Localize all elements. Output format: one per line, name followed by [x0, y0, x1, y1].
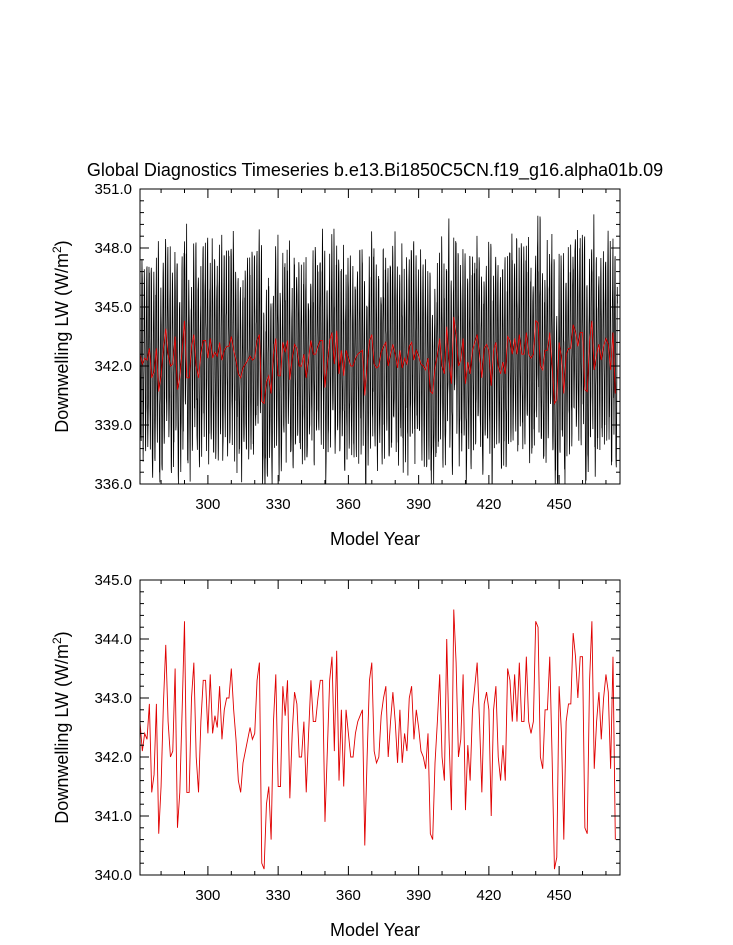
bottom-y-axis-label: Downwelling LW (W/m2)	[50, 631, 72, 823]
y-tick-label: 345.0	[94, 299, 132, 316]
top-plot-frame	[139, 188, 621, 485]
y-tick-label: 340.0	[94, 867, 132, 884]
x-tick-label: 300	[195, 496, 220, 513]
y-tick-label: 342.0	[94, 358, 132, 375]
top-y-axis-label: Downwelling LW (W/m2)	[50, 240, 72, 432]
y-tick-label: 345.0	[94, 572, 132, 589]
x-tick-label: 420	[476, 496, 501, 513]
x-tick-label: 360	[336, 496, 361, 513]
top-x-axis-label: Model Year	[330, 529, 420, 549]
top-panel-series	[140, 214, 618, 484]
y-tick-label: 341.0	[94, 808, 132, 825]
y-tick-label: 339.0	[94, 417, 132, 434]
monthly-series-line	[140, 214, 618, 484]
bottom-panel: 300 330 360 390 420 450 340.0 341.0 342.0 343.0 34…	[50, 572, 621, 940]
x-tick-label: 390	[406, 887, 431, 904]
x-tick-label: 450	[547, 887, 572, 904]
x-tick-label: 330	[266, 496, 291, 513]
top-y-label-main: Downwelling LW (W/m	[52, 253, 72, 433]
bottom-y-label-end: )	[52, 631, 72, 637]
x-tick-label: 360	[336, 887, 361, 904]
bottom-plot-frame	[139, 579, 621, 876]
y-tick-label: 351.0	[94, 181, 132, 198]
top-panel-ticks: 300 330 360 390 420 450 336.0 339.0 342.0 345.0 34…	[94, 181, 620, 513]
annual-series-line	[140, 609, 616, 870]
x-tick-label: 450	[547, 496, 572, 513]
y-tick-label: 342.0	[94, 749, 132, 766]
y-tick-label: 348.0	[94, 240, 132, 257]
y-tick-label: 336.0	[94, 476, 132, 493]
top-panel: 300 330 360 390 420 450 336.0 339.0 342.0 345.0 34…	[50, 181, 621, 549]
x-tick-label: 300	[195, 887, 220, 904]
top-y-label-sup: 2	[50, 246, 64, 253]
x-tick-label: 330	[266, 887, 291, 904]
y-tick-label: 343.0	[94, 690, 132, 707]
bottom-y-label-main: Downwelling LW (W/m	[52, 644, 72, 824]
top-y-label-end: )	[52, 240, 72, 246]
annual-series-line	[140, 316, 616, 405]
bottom-panel-ticks: 300 330 360 390 420 450 340.0 341.0 342.0 343.0 34…	[94, 572, 620, 904]
y-tick-label: 344.0	[94, 631, 132, 648]
x-tick-label: 390	[406, 496, 431, 513]
x-tick-label: 420	[476, 887, 501, 904]
bottom-x-axis-label: Model Year	[330, 920, 420, 940]
bottom-y-label-sup: 2	[50, 637, 64, 644]
chart-title: Global Diagnostics Timeseries b.e13.Bi18…	[87, 160, 663, 181]
bottom-panel-series	[140, 609, 616, 870]
